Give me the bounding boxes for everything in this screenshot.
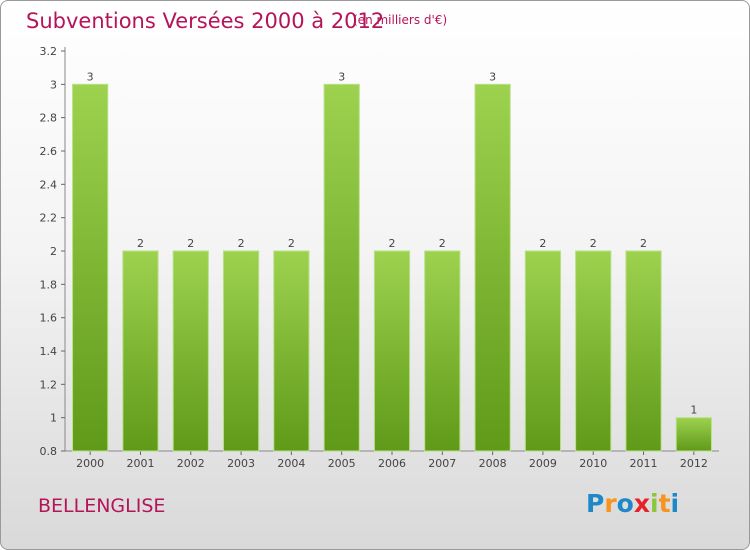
bar (625, 250, 662, 452)
x-tick-label: 2009 (529, 457, 557, 470)
y-tick-label: 2.8 (40, 112, 58, 125)
y-tick-label: 2.6 (40, 145, 58, 158)
logo-letter: t (658, 489, 671, 518)
bar (323, 83, 360, 452)
x-tick-label: 2008 (479, 457, 507, 470)
data-label: 3 (338, 70, 345, 83)
y-tick-label: 3.2 (40, 45, 58, 58)
x-tick-label: 2010 (579, 457, 607, 470)
data-label: 3 (489, 70, 496, 83)
data-label: 2 (539, 237, 546, 250)
x-tick-label: 2011 (630, 457, 658, 470)
bar (72, 83, 109, 452)
logo-letter: o (616, 489, 634, 518)
y-tick-label: 1.6 (40, 312, 58, 325)
data-label: 2 (590, 237, 597, 250)
x-tick-label: 2007 (428, 457, 456, 470)
x-tick-label: 2002 (177, 457, 205, 470)
data-label: 2 (187, 237, 194, 250)
bar (424, 250, 461, 452)
data-label: 2 (389, 237, 396, 250)
x-tick-label: 2012 (680, 457, 708, 470)
logo-letter: i (670, 489, 680, 518)
y-tick-label: 3 (50, 78, 57, 91)
data-label: 3 (87, 70, 94, 83)
y-tick-label: 2 (50, 245, 57, 258)
data-label: 1 (690, 404, 697, 417)
bar (524, 250, 562, 452)
data-label: 2 (137, 237, 144, 250)
y-tick-label: 1 (50, 412, 57, 425)
y-tick-label: 2.4 (40, 178, 58, 191)
bar (575, 250, 612, 452)
y-tick-label: 1.8 (40, 278, 58, 291)
y-tick-label: 1.4 (40, 345, 58, 358)
logo-letter: i (650, 489, 659, 518)
data-label: 2 (238, 237, 245, 250)
bar (172, 250, 209, 452)
logo-letter: P (586, 489, 605, 518)
commune-name: BELLENGLISE (38, 495, 166, 517)
x-tick-label: 2000 (76, 457, 104, 470)
x-tick-label: 2006 (378, 457, 406, 470)
x-tick-label: 2004 (277, 457, 305, 470)
y-tick-label: 2.2 (40, 212, 58, 225)
bar (474, 83, 511, 452)
x-tick-label: 2005 (328, 457, 356, 470)
chart-title: Subventions Versées 2000 à 2012 (26, 9, 385, 33)
data-label: 2 (288, 237, 295, 250)
logo-letter: x (633, 489, 650, 518)
y-tick-label: 0.8 (40, 445, 58, 458)
bar (222, 250, 260, 452)
logo-letter: r (604, 489, 617, 518)
proxiti-logo: Proxiti (586, 489, 679, 518)
bar (675, 417, 712, 452)
x-tick-label: 2001 (126, 457, 154, 470)
bar (373, 250, 411, 452)
bar (122, 250, 159, 452)
chart-subtitle: (en milliers d'€) (353, 13, 448, 27)
data-label: 2 (439, 237, 446, 250)
y-tick-label: 1.2 (40, 378, 58, 391)
x-tick-label: 2003 (227, 457, 255, 470)
bar (273, 250, 310, 452)
data-label: 2 (640, 237, 647, 250)
